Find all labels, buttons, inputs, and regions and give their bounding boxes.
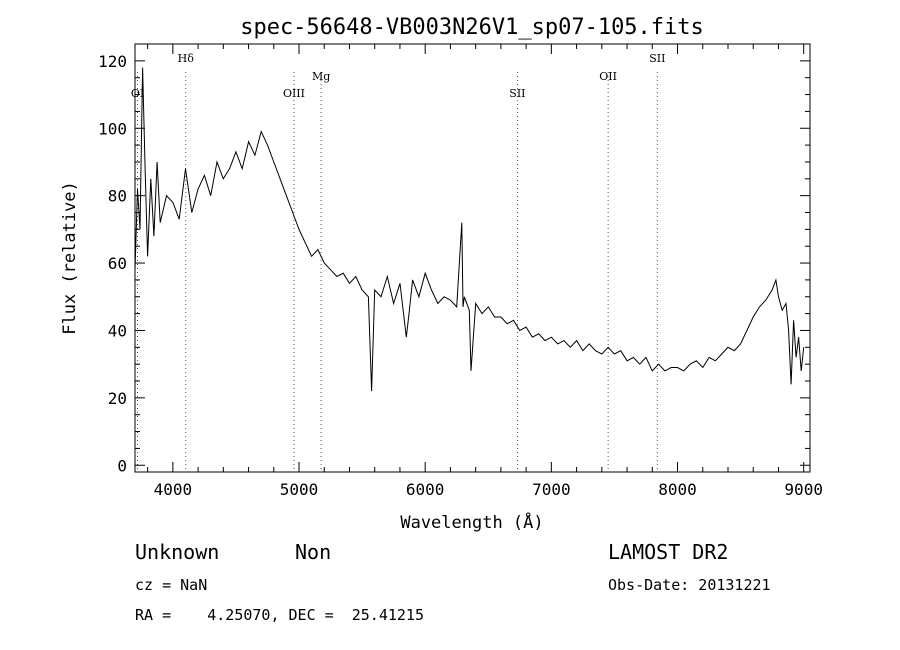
obs-date-text: Obs-Date: 20131221 xyxy=(608,576,771,594)
axis-ticks: 4000 5000 6000 7000 8000 9000 0 20 40 60 80 100 120 xyxy=(98,43,823,499)
survey-label: LAMOST DR2 xyxy=(608,540,729,564)
object-class: Unknown xyxy=(135,540,220,564)
y-tick-label: 80 xyxy=(108,187,127,206)
spectral-marker-label: OII xyxy=(599,70,617,83)
x-tick-label: 9000 xyxy=(784,480,823,499)
x-axis-label: Wavelength (Å) xyxy=(400,511,543,533)
spectral-marker-label: SII xyxy=(649,52,665,65)
x-tick-label: 4000 xyxy=(154,480,193,499)
y-tick-label: 0 xyxy=(117,456,127,475)
coordinates-text: RA = 4.25070, DEC = 25.41215 xyxy=(135,606,424,624)
spectral-marker-label: Hδ xyxy=(178,52,195,65)
x-tick-label: 6000 xyxy=(406,480,445,499)
spectral-marker-label: OI xyxy=(131,87,144,100)
y-tick-label: 120 xyxy=(98,52,127,71)
redshift-text: cz = NaN xyxy=(135,576,208,594)
x-tick-label: 5000 xyxy=(280,480,319,499)
y-tick-label: 60 xyxy=(108,254,127,273)
x-tick-label: 8000 xyxy=(658,480,697,499)
object-subclass: Non xyxy=(295,540,332,564)
spectrum-line xyxy=(134,67,805,392)
spectral-marker-label: OIII xyxy=(283,87,305,100)
x-tick-label: 7000 xyxy=(532,480,571,499)
y-tick-label: 40 xyxy=(108,321,127,340)
spectral-marker-label: Mg xyxy=(312,70,330,83)
spectral-marker-label: SII xyxy=(509,87,525,100)
spectral-line-markers: OI Hδ OIII Mg SII OII SII xyxy=(131,52,665,472)
y-axis-label: Flux (relative) xyxy=(60,181,80,335)
y-tick-label: 100 xyxy=(98,119,127,138)
chart-title: spec-56648-VB003N26V1_sp07-105.fits xyxy=(240,15,704,40)
plot-frame xyxy=(134,43,811,473)
y-tick-label: 20 xyxy=(108,389,127,408)
